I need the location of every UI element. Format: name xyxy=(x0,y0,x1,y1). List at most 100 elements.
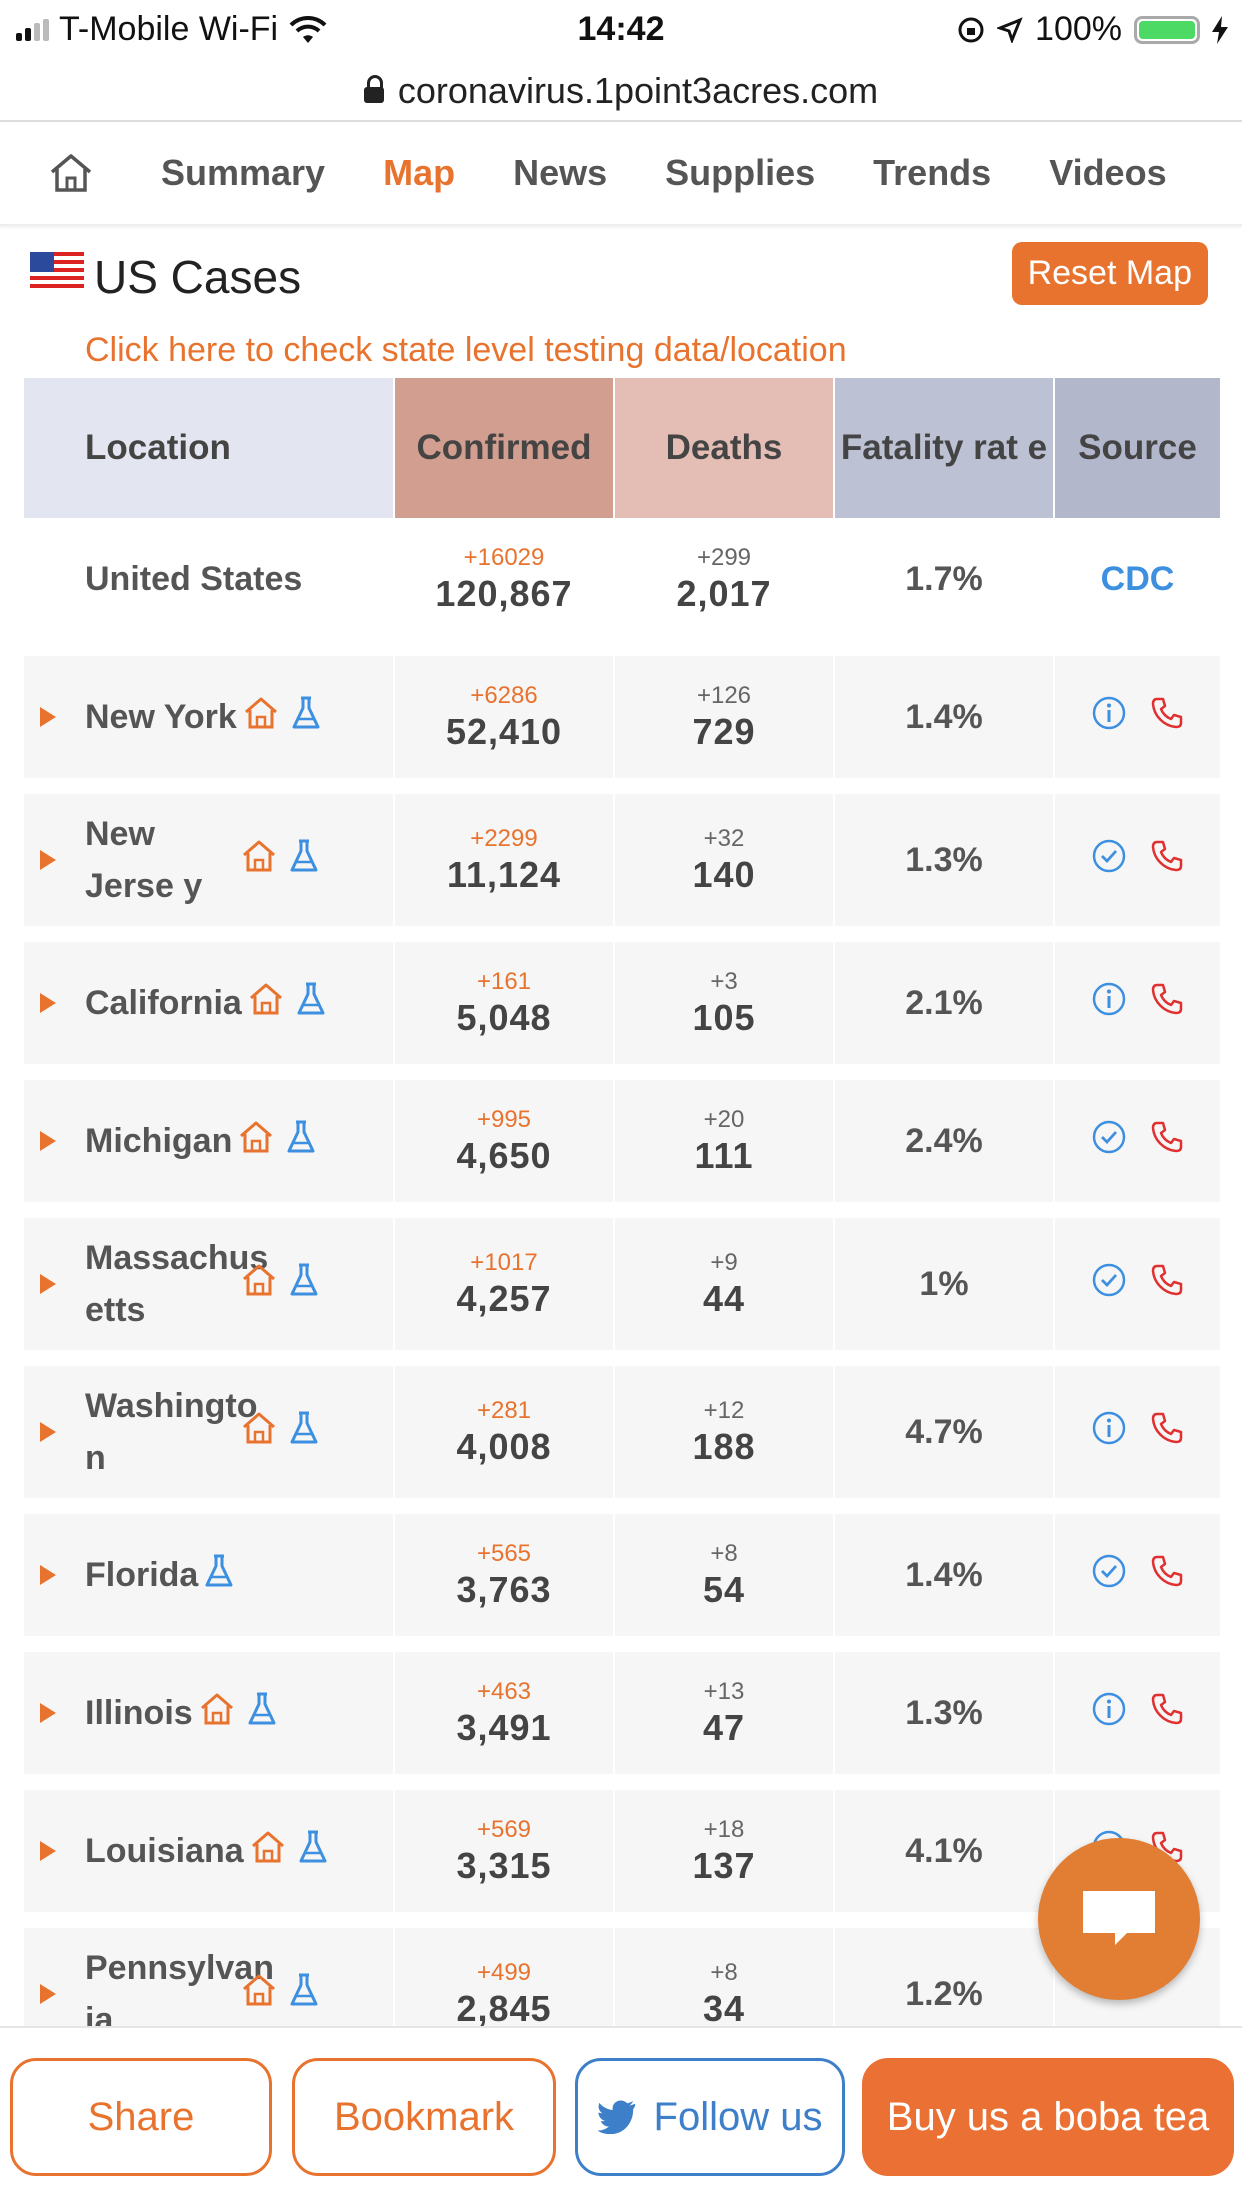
phone-icon[interactable] xyxy=(1149,1553,1185,1598)
testing-flask-icon[interactable] xyxy=(286,1120,316,1163)
table-row[interactable]: Washingto n +281 4,008 +12 188 4.7% xyxy=(24,1366,1220,1498)
url-bar[interactable]: coronavirus.1point3acres.com xyxy=(0,62,1242,122)
testing-data-link[interactable]: Click here to check state level testing … xyxy=(85,331,847,369)
stay-home-icon[interactable] xyxy=(243,696,279,739)
phone-icon[interactable] xyxy=(1149,1262,1185,1307)
expand-triangle-icon[interactable] xyxy=(40,1703,56,1723)
stay-home-icon[interactable] xyxy=(241,1263,277,1306)
clock: 14:42 xyxy=(577,10,665,48)
home-icon[interactable] xyxy=(48,152,98,194)
stay-home-icon[interactable] xyxy=(250,1830,286,1873)
testing-flask-icon[interactable] xyxy=(289,1263,319,1306)
table-row[interactable]: Louisiana +569 3,315 +18 137 4.1% xyxy=(24,1790,1220,1912)
info-icon[interactable] xyxy=(1091,695,1127,740)
phone-icon[interactable] xyxy=(1149,1119,1185,1164)
info-icon[interactable] xyxy=(1091,981,1127,1026)
table-row[interactable]: Illinois +463 3,491 +13 47 1.3% xyxy=(24,1652,1220,1774)
expand-triangle-icon[interactable] xyxy=(40,1565,56,1585)
testing-flask-icon[interactable] xyxy=(289,839,319,882)
location-cell[interactable]: Illinois xyxy=(24,1652,393,1774)
nav-map[interactable]: Map xyxy=(383,152,456,193)
header-fatality[interactable]: Fatality rat e xyxy=(835,378,1053,518)
confirmed-delta: +16029 xyxy=(463,544,545,571)
fatality-cell: 4.1% xyxy=(835,1790,1053,1912)
header-location[interactable]: Location xyxy=(24,378,393,518)
location-cell[interactable]: New Jerse y xyxy=(24,794,393,926)
location-cell[interactable]: Louisiana xyxy=(24,1790,393,1912)
stay-home-icon[interactable] xyxy=(241,1411,277,1454)
location-cell[interactable]: Florida xyxy=(24,1514,393,1636)
stay-home-icon[interactable] xyxy=(248,982,284,1025)
location-cell[interactable]: Michigan xyxy=(24,1080,393,1202)
deaths-value: 2,017 xyxy=(676,573,772,614)
phone-icon[interactable] xyxy=(1149,981,1185,1026)
nav-videos[interactable]: Videos xyxy=(1049,152,1167,193)
phone-icon[interactable] xyxy=(1149,1691,1185,1736)
nav-trends[interactable]: Trends xyxy=(873,152,992,193)
expand-triangle-icon[interactable] xyxy=(40,993,56,1013)
stay-home-icon[interactable] xyxy=(241,1973,277,2016)
expand-triangle-icon[interactable] xyxy=(40,1274,56,1294)
table-row[interactable]: Michigan +995 4,650 +20 111 2.4% xyxy=(24,1080,1220,1202)
phone-icon[interactable] xyxy=(1149,1829,1185,1874)
stay-home-icon[interactable] xyxy=(241,839,277,882)
share-button[interactable]: Share xyxy=(10,2058,272,2176)
header-source[interactable]: Source xyxy=(1055,378,1220,518)
verified-check-icon[interactable] xyxy=(1091,1262,1127,1307)
fatality-cell: 1% xyxy=(835,1218,1053,1350)
bookmark-button[interactable]: Bookmark xyxy=(292,2058,556,2176)
location-cell[interactable]: California xyxy=(24,942,393,1064)
expand-triangle-icon[interactable] xyxy=(40,1841,56,1861)
chat-button[interactable] xyxy=(1038,1838,1200,2000)
expand-triangle-icon[interactable] xyxy=(40,707,56,727)
phone-icon[interactable] xyxy=(1149,838,1185,883)
expand-triangle-icon[interactable] xyxy=(40,1422,56,1442)
testing-flask-icon[interactable] xyxy=(289,1411,319,1454)
expand-triangle-icon[interactable] xyxy=(40,850,56,870)
location-cell[interactable]: Massachus etts xyxy=(24,1218,393,1350)
expand-triangle-icon[interactable] xyxy=(40,1131,56,1151)
header-confirmed[interactable]: Confirmed xyxy=(395,378,613,518)
table-row[interactable]: Massachus etts +1017 4,257 +9 44 1% xyxy=(24,1218,1220,1350)
deaths-value: 34 xyxy=(702,1988,746,2029)
testing-flask-icon[interactable] xyxy=(247,1692,277,1735)
spacer-cell xyxy=(24,1064,1220,1080)
fatality-cell: 1.7% xyxy=(905,559,983,598)
cdc-link[interactable]: CDC xyxy=(1100,559,1175,598)
deaths-value: 111 xyxy=(694,1135,754,1176)
table-row[interactable]: Florida +565 3,763 +8 54 1.4% xyxy=(24,1514,1220,1636)
nav-news[interactable]: News xyxy=(513,152,608,193)
location-icons xyxy=(199,1692,277,1735)
testing-flask-icon[interactable] xyxy=(289,1973,319,2016)
location-cell[interactable]: Washingto n xyxy=(24,1366,393,1498)
location-cell[interactable]: New York xyxy=(24,656,393,778)
stay-home-icon[interactable] xyxy=(238,1120,274,1163)
nav-supplies[interactable]: Supplies xyxy=(665,152,816,193)
source-icons xyxy=(1055,695,1220,740)
header-deaths[interactable]: Deaths xyxy=(615,378,833,518)
testing-flask-icon[interactable] xyxy=(298,1830,328,1873)
verified-check-icon[interactable] xyxy=(1091,1553,1127,1598)
fatality-cell: 1.3% xyxy=(835,1652,1053,1774)
reset-map-button[interactable]: Reset Map xyxy=(1011,242,1208,305)
table-row[interactable]: New York +6286 52,410 +126 729 1.4% xyxy=(24,656,1220,778)
phone-icon[interactable] xyxy=(1149,695,1185,740)
testing-flask-icon[interactable] xyxy=(204,1554,234,1597)
battery-icon xyxy=(1134,15,1200,44)
table-row[interactable]: California +161 5,048 +3 105 2.1% xyxy=(24,942,1220,1064)
follow-us-button[interactable]: Follow us xyxy=(575,2058,845,2176)
info-icon[interactable] xyxy=(1091,1410,1127,1455)
expand-triangle-icon[interactable] xyxy=(40,1984,56,2004)
verified-check-icon[interactable] xyxy=(1091,1119,1127,1164)
testing-flask-icon[interactable] xyxy=(296,982,326,1025)
fatality-cell: 1.4% xyxy=(835,656,1053,778)
phone-icon[interactable] xyxy=(1149,1410,1185,1455)
nav-summary[interactable]: Summary xyxy=(161,152,326,193)
info-icon[interactable] xyxy=(1091,1691,1127,1736)
table-row[interactable]: New Jerse y +2299 11,124 +32 140 1.3% xyxy=(24,794,1220,926)
testing-flask-icon[interactable] xyxy=(291,696,321,739)
stay-home-icon[interactable] xyxy=(199,1692,235,1735)
spacer-cell xyxy=(24,1774,1220,1790)
boba-tea-button[interactable]: Buy us a boba tea xyxy=(862,2058,1234,2176)
verified-check-icon[interactable] xyxy=(1091,838,1127,883)
